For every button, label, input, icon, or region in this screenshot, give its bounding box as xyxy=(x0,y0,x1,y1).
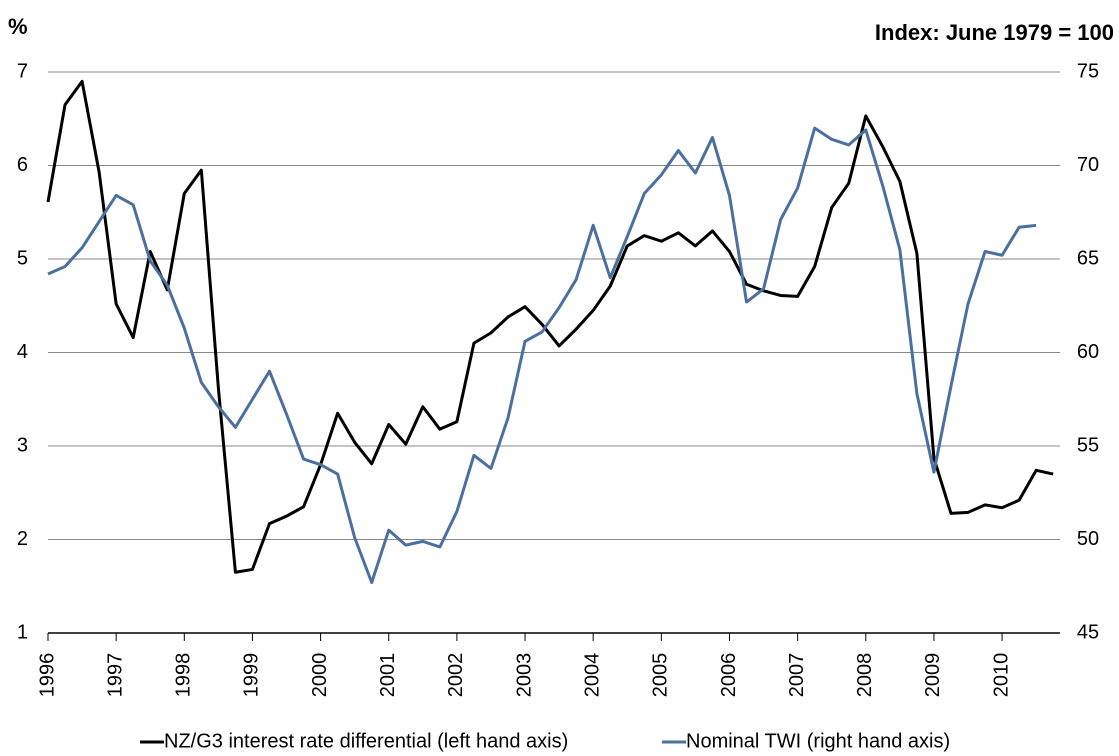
x-tick-label: 2003 xyxy=(513,653,535,698)
x-tick-label: 1997 xyxy=(104,653,126,698)
y2-tick-label: 50 xyxy=(1077,528,1099,550)
legend-label: Nominal TWI (right hand axis) xyxy=(686,730,950,752)
y-tick-label: 4 xyxy=(17,341,28,363)
y-tick-label: 6 xyxy=(17,154,28,176)
y-tick-label: 7 xyxy=(17,60,28,82)
legend-label: NZ/G3 interest rate differential (left h… xyxy=(164,730,568,752)
series-line xyxy=(47,126,1037,585)
x-tick-label: 2002 xyxy=(445,653,467,698)
x-tick-label: 2005 xyxy=(650,653,672,698)
x-tick-label: 2000 xyxy=(309,653,331,698)
x-tick-label: 1999 xyxy=(241,653,263,698)
y2-tick-label: 45 xyxy=(1077,621,1099,643)
y2-tick-label: 55 xyxy=(1077,434,1099,456)
right-axis-title: Index: June 1979 = 100 xyxy=(875,20,1114,45)
series-line xyxy=(46,79,1054,574)
x-tick-label: 2007 xyxy=(786,653,808,698)
y2-tick-label: 75 xyxy=(1077,60,1099,82)
x-tick-label: 2008 xyxy=(854,653,876,698)
x-tick-label: 2001 xyxy=(377,653,399,698)
x-tick-label: 2009 xyxy=(922,653,944,698)
x-tick-label: 1996 xyxy=(36,653,58,698)
x-tick-label: 1998 xyxy=(173,653,195,698)
x-tick-label: 2004 xyxy=(581,653,603,698)
y2-tick-label: 60 xyxy=(1077,341,1099,363)
y-tick-label: 2 xyxy=(17,528,28,550)
y-tick-label: 5 xyxy=(17,247,28,269)
y-tick-label: 1 xyxy=(17,621,28,643)
y2-tick-label: 65 xyxy=(1077,247,1099,269)
y2-tick-label: 70 xyxy=(1077,154,1099,176)
left-axis-title: % xyxy=(8,14,28,39)
x-tick-label: 2010 xyxy=(990,653,1012,698)
y-tick-label: 3 xyxy=(17,434,28,456)
x-tick-label: 2006 xyxy=(718,653,740,698)
